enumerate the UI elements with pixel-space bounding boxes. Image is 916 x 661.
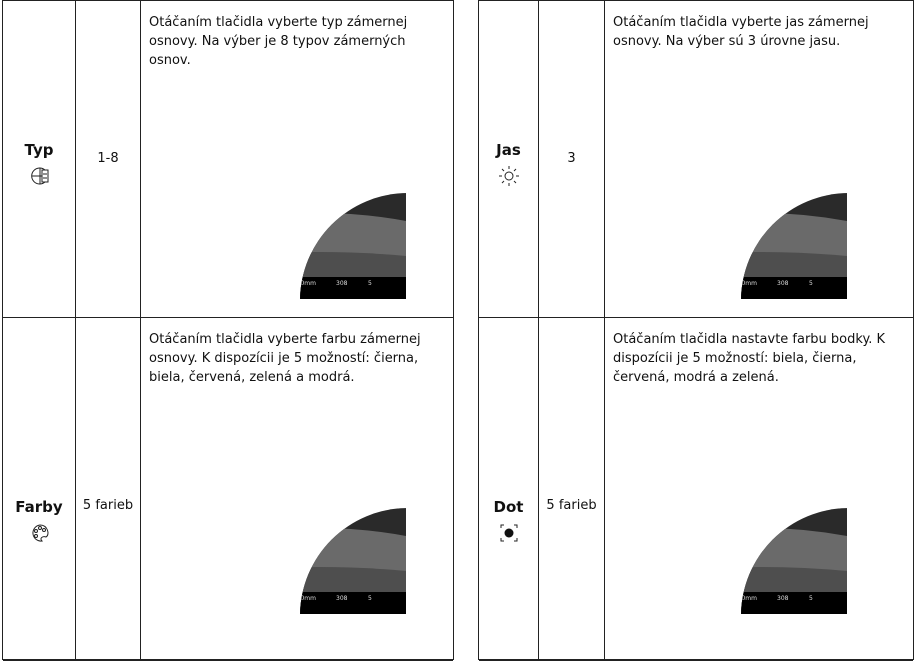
description-cell: Otáčaním tlačidla vyberte farbu zámernej…: [141, 318, 453, 661]
overlay-text: White: [230, 451, 248, 458]
overlay-text: 14:12: [794, 98, 811, 105]
overlay-text: 5: [368, 595, 372, 602]
viewfinder-image: 1.0 X 14:12 / Brightness X+200mm / Y+300mm 3…: [663, 98, 847, 299]
description: Otáčaním tlačidla vyberte typ zámernej o…: [149, 15, 408, 68]
overlay-text: 308: [777, 595, 789, 602]
value: 5 farieb: [546, 498, 597, 513]
value-cell: 3: [539, 1, 605, 318]
scene: 1.0 X 14:12 / Color White X+200mm / Y+300mm 3…: [222, 413, 406, 614]
overlay-text: 5: [809, 280, 813, 287]
name-cell: Jas: [479, 1, 539, 318]
icon: [30, 167, 48, 185]
overlay-text: / Brightness: [663, 114, 699, 121]
overlay-text: / Color: [222, 429, 242, 436]
description-cell: Otáčaním tlačidla vyberte jas zámernej o…: [605, 1, 913, 318]
overlay-text: / Type: [222, 114, 240, 121]
scene: 1.0 X 14:12 / Brightness X+200mm / Y+300mm 3…: [663, 98, 847, 299]
name-cell: Dot: [479, 318, 539, 661]
value: 1-8: [97, 151, 119, 166]
overlay-text: X+200mm / Y+300mm: [246, 595, 316, 602]
description-cell: Otáčaním tlačidla nastavte farbu bodky. …: [605, 318, 913, 661]
name-cell: Farby: [3, 318, 76, 661]
overlay-text: 5: [809, 595, 813, 602]
description-cell: Otáčaním tlačidla vyberte typ zámernej o…: [141, 1, 453, 318]
value-cell: 5 farieb: [76, 318, 141, 661]
name: Farby: [15, 498, 63, 516]
overlay-text: 14:12: [794, 413, 811, 420]
name: Jas: [496, 141, 521, 159]
value: 5 farieb: [82, 498, 134, 513]
overlay-text: 1.0 X: [679, 98, 695, 105]
table: Jas 3 Otáčaním tlačidla vyberte jas zámern…: [478, 0, 914, 661]
overlay-text: 308: [336, 280, 348, 287]
overlay-text: White: [671, 463, 689, 470]
viewfinder-image: 1.0 X 14:12 / Dot White X+200mm / Y+300mm 308…: [663, 413, 847, 614]
value-cell: 1-8: [76, 1, 141, 318]
overlay-text: X+200mm / Y+300mm: [246, 280, 316, 287]
overlay-text: 1.0 X: [238, 413, 254, 420]
icon: [31, 524, 48, 542]
description: Otáčaním tlačidla nastavte farbu bodky. …: [613, 332, 886, 385]
icon: [499, 166, 519, 186]
viewfinder-image: 1.0 X 14:12 / Type X+200mm / Y+300mm 308 5: [222, 98, 406, 299]
overlay-text: 308: [336, 595, 348, 602]
value-cell: 5 farieb: [539, 318, 605, 661]
scene: 1.0 X 14:12 / Dot White X+200mm / Y+300mm 308…: [663, 413, 847, 614]
icon: [500, 524, 518, 542]
overlay-text: 5: [368, 280, 372, 287]
table: Typ 1-8 Otáčaním tlačidla vyberte typ záme…: [2, 0, 454, 661]
overlay-text: 14:12: [353, 413, 370, 420]
description: Otáčaním tlačidla vyberte farbu zámernej…: [149, 332, 421, 385]
scene: 1.0 X 14:12 / Type X+200mm / Y+300mm 308 5: [222, 98, 406, 299]
name: Typ: [24, 141, 54, 159]
overlay-text: X+200mm / Y+300mm: [687, 280, 757, 287]
overlay-text: X+200mm / Y+300mm: [687, 595, 757, 602]
overlay-text: 308: [777, 280, 789, 287]
overlay-text: / Dot: [663, 429, 678, 436]
overlay-text: 14:12: [353, 98, 370, 105]
overlay-text: 1.0 X: [679, 413, 695, 420]
name: Dot: [493, 498, 524, 516]
viewfinder-image: 1.0 X 14:12 / Color White X+200mm / Y+300mm 3…: [222, 413, 406, 614]
value: 3: [567, 151, 576, 166]
name-cell: Typ: [3, 1, 76, 318]
description: Otáčaním tlačidla vyberte jas zámernej o…: [613, 15, 869, 49]
overlay-text: 1.0 X: [238, 98, 254, 105]
